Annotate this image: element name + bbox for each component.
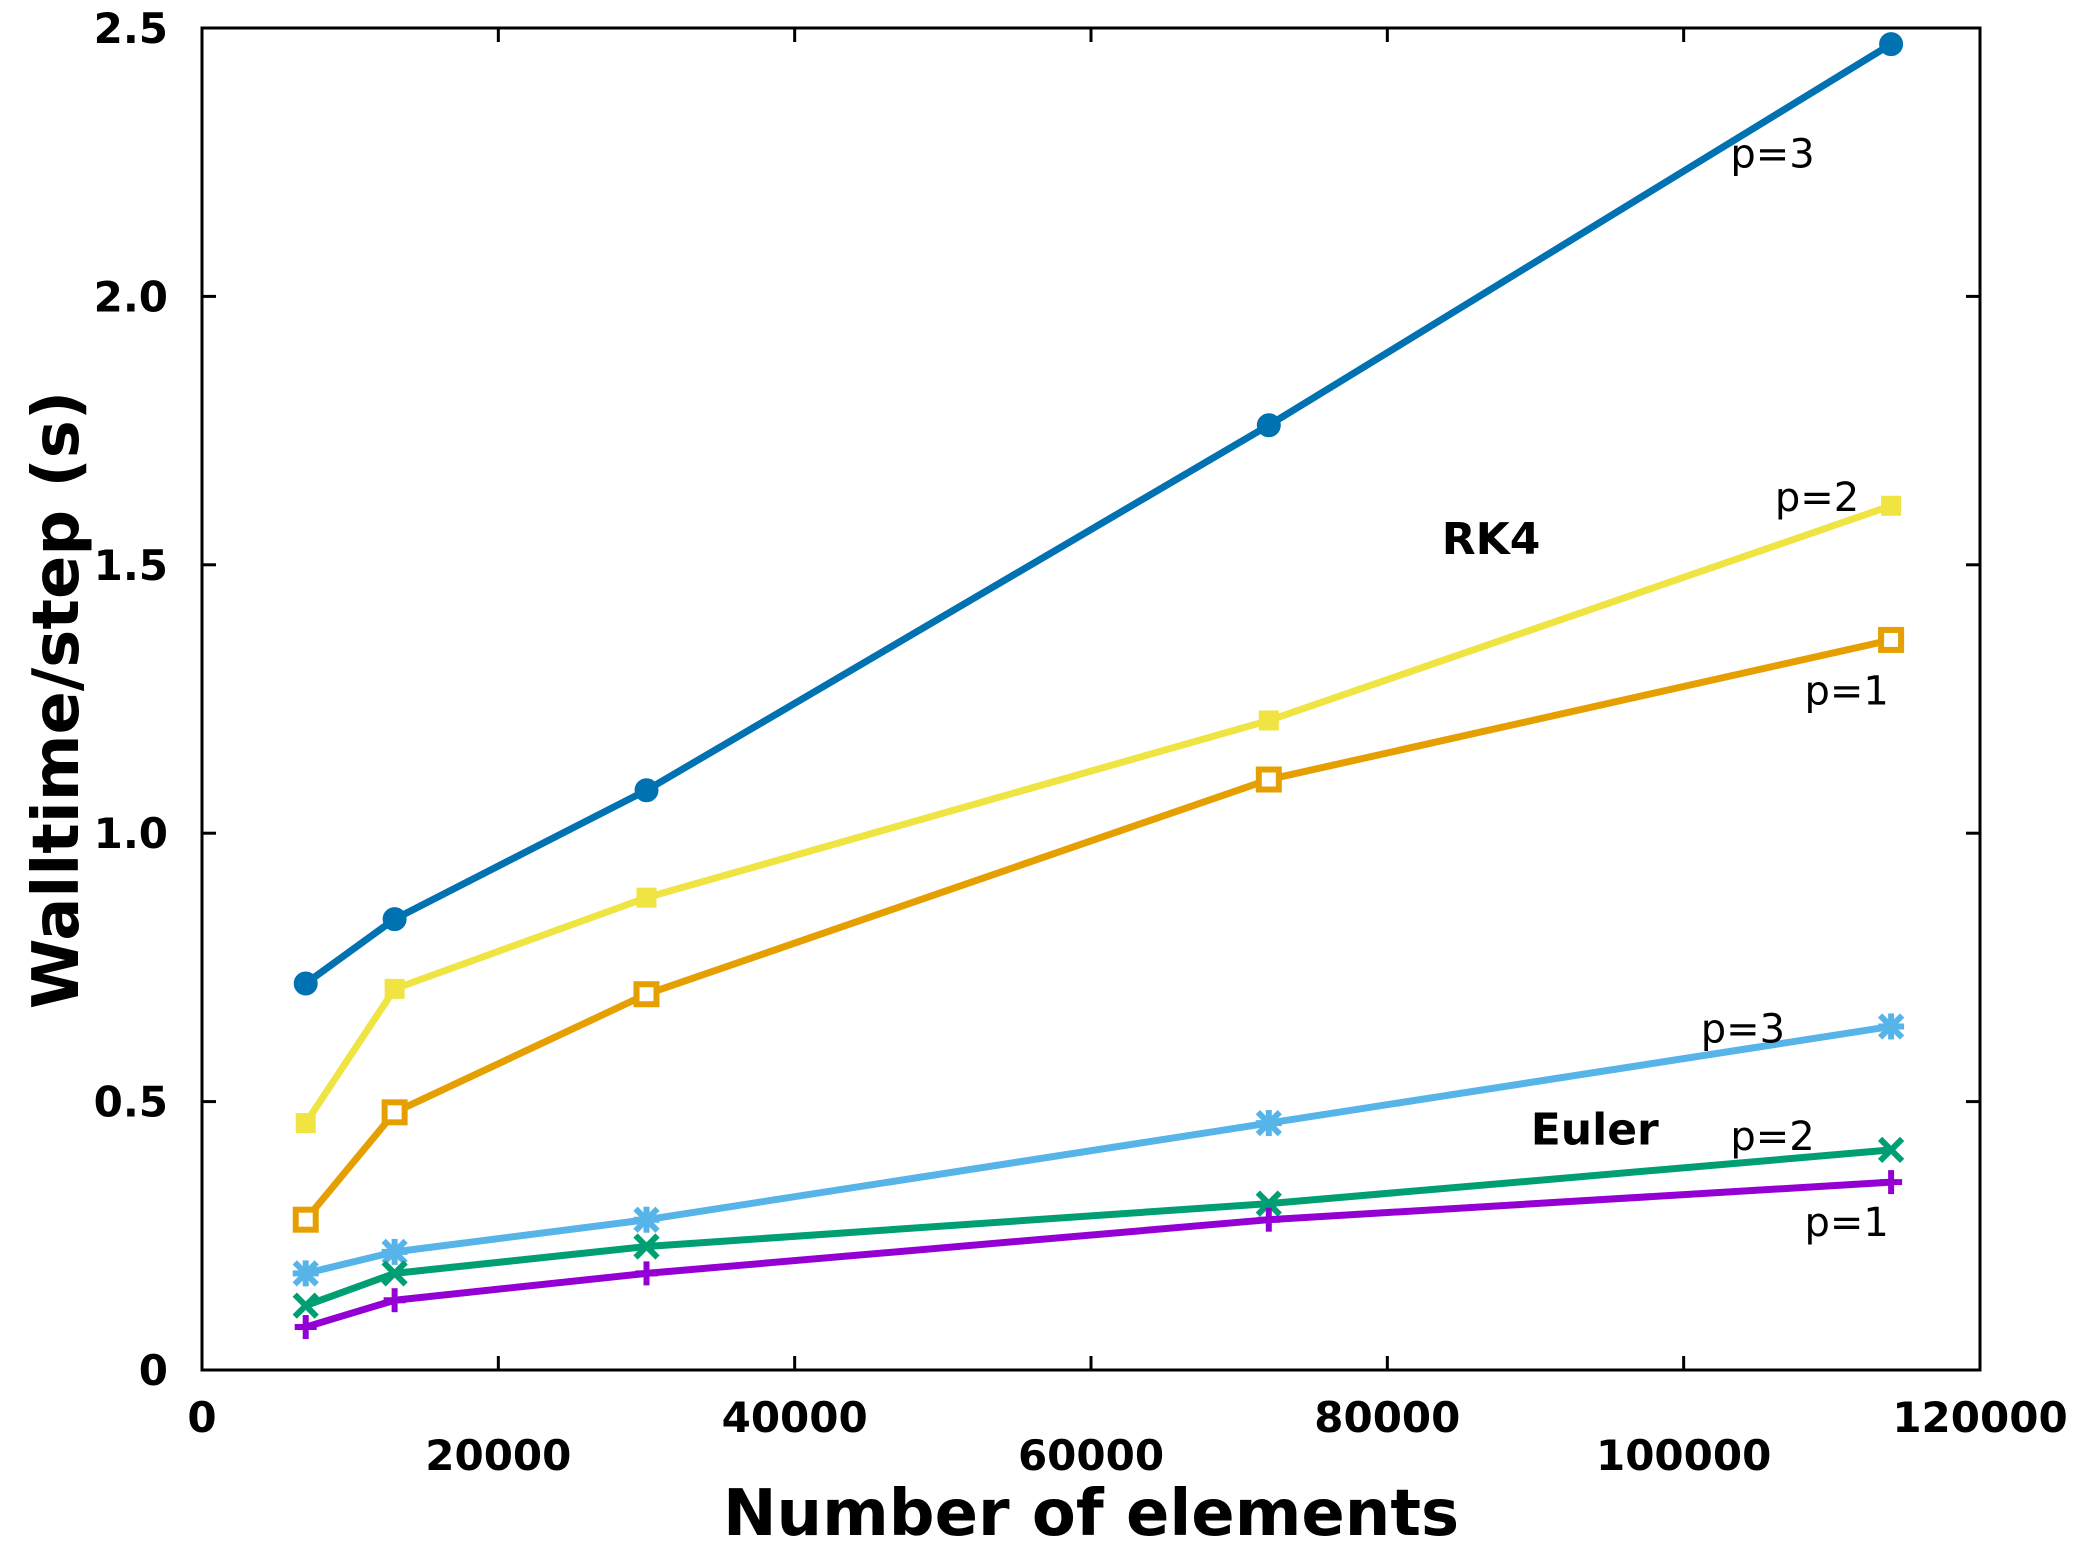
series-layer xyxy=(292,32,1905,1340)
x-tick-label: 100000 xyxy=(1596,1431,1771,1480)
y-tick-label: 2.0 xyxy=(94,272,168,321)
data-point xyxy=(294,1315,317,1340)
data-point xyxy=(1878,626,1905,653)
data-point xyxy=(382,907,407,932)
data-point xyxy=(633,981,660,1008)
series-annotation: p=2 xyxy=(1775,475,1859,521)
series-annotation: p=1 xyxy=(1804,668,1888,714)
x-tick-label: 80000 xyxy=(1314,1393,1460,1442)
x-tick-label: 120000 xyxy=(1892,1393,2067,1442)
x-tick-label: 60000 xyxy=(1018,1431,1164,1480)
series-3 xyxy=(292,1013,1905,1287)
series-0 xyxy=(293,32,1904,996)
y-tick-label: 2.5 xyxy=(94,4,168,53)
x-tick-label: 20000 xyxy=(425,1431,571,1480)
data-point xyxy=(1877,1136,1905,1164)
series-annotation: p=1 xyxy=(1804,1200,1888,1246)
data-point xyxy=(1879,32,1904,57)
series-line xyxy=(302,502,1893,1126)
data-point xyxy=(1258,710,1279,731)
y-axis: 0 0.5 1.0 1.5 2.0 2.5 xyxy=(94,4,1980,1395)
series-line xyxy=(303,41,1893,987)
data-point xyxy=(381,1260,408,1287)
data-point xyxy=(381,1238,408,1266)
data-point xyxy=(634,778,659,803)
x-axis: 0 20000 40000 60000 80000 100000 120000 xyxy=(187,28,2068,1480)
data-point xyxy=(1255,1190,1282,1217)
y-axis-title: Walltime/step (s) xyxy=(20,391,94,1009)
data-point xyxy=(633,1233,660,1260)
annotation-layer: p=3 p=2 RK4 p=1 p=3 Euler p=2 p=1 xyxy=(1442,132,1889,1246)
series-1 xyxy=(295,495,1902,1134)
y-tick-label: 1.0 xyxy=(94,809,168,858)
group-label: RK4 xyxy=(1442,514,1541,565)
series-annotation: p=2 xyxy=(1730,1114,1814,1160)
data-point xyxy=(383,1288,406,1313)
data-point xyxy=(292,1292,319,1319)
y-tick-label: 0 xyxy=(139,1346,168,1395)
data-point xyxy=(1255,766,1282,793)
data-point xyxy=(1256,413,1281,438)
series-2 xyxy=(292,626,1905,1233)
x-tick-label: 0 xyxy=(187,1393,216,1442)
data-point xyxy=(381,1099,408,1126)
data-point xyxy=(293,971,318,996)
x-axis-title: Number of elements xyxy=(723,1477,1459,1544)
data-point xyxy=(1257,1207,1280,1232)
y-tick-label: 1.5 xyxy=(94,541,168,590)
series-4 xyxy=(292,1136,1905,1319)
data-point xyxy=(1880,1170,1903,1195)
data-point xyxy=(295,1113,316,1134)
data-point xyxy=(384,978,405,999)
y-tick-label: 0.5 xyxy=(94,1078,168,1127)
series-annotation: p=3 xyxy=(1701,1007,1785,1053)
data-point xyxy=(1255,1109,1282,1137)
series-5 xyxy=(294,1170,1903,1340)
x-tick-label: 40000 xyxy=(722,1393,868,1442)
data-point xyxy=(633,1206,660,1233)
data-point xyxy=(292,1206,319,1233)
series-annotation: p=3 xyxy=(1730,132,1814,178)
group-label: Euler xyxy=(1531,1105,1659,1156)
data-point xyxy=(635,1261,658,1286)
data-point xyxy=(1881,495,1902,516)
data-point xyxy=(1877,1013,1905,1040)
data-point xyxy=(636,887,657,908)
data-point xyxy=(292,1260,319,1287)
